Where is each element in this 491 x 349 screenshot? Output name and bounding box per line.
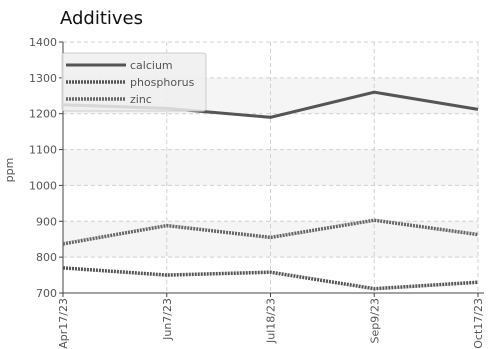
series-line-phosphorus (62, 266, 479, 291)
legend-label-phosphorus: phosphorus (130, 76, 195, 89)
x-tick-label: Sep9/23 (368, 298, 381, 343)
y-tick-label: 1200 (29, 108, 57, 121)
x-tick-label: Oct17/23 (472, 298, 485, 349)
y-tick-label: 1100 (29, 144, 57, 157)
legend: calcium phosphorus zinc (61, 52, 207, 112)
y-tick-label: 1300 (29, 72, 57, 85)
x-tick-label: Jun7/23 (161, 298, 174, 341)
y-tick-label: 900 (36, 215, 57, 228)
x-tick-label: Apr17/23 (57, 298, 70, 349)
series-line-zinc (62, 218, 479, 246)
y-tick-label: 700 (36, 287, 57, 300)
x-tick-label: Jul18/23 (265, 298, 278, 344)
legend-label-zinc: zinc (130, 93, 152, 106)
chart-title: Additives (60, 8, 144, 29)
legend-label-calcium: calcium (130, 59, 173, 72)
y-tick-labels: 700 800 900 1000 1100 1200 1300 1400 (29, 36, 57, 300)
x-tick-labels: Apr17/23 Jun7/23 Jul18/23 Sep9/23 Oct17/23 (57, 298, 485, 349)
y-tick-label: 1000 (29, 179, 57, 192)
y-axis-label: ppm (3, 158, 16, 183)
y-tick-label: 800 (36, 251, 57, 264)
legend-box (61, 52, 207, 112)
y-tick-label: 1400 (29, 36, 57, 49)
